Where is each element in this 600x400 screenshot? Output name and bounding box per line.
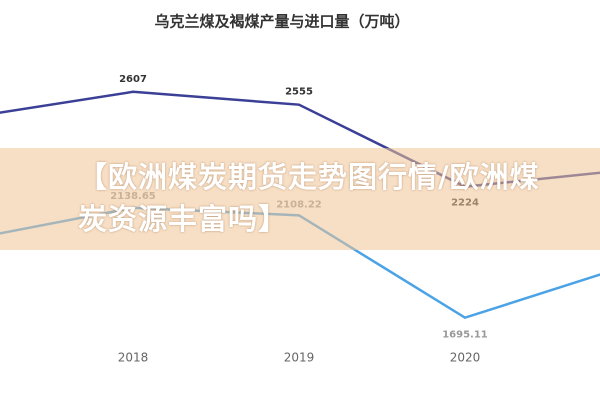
x-tick-label: 2019 [284, 351, 315, 365]
banner-text: 【欧洲煤炭期货走势图行情/欧洲煤炭资源丰富吗】 [78, 160, 540, 236]
chart-title: 乌克兰煤及褐煤产量与进口量（万吨） [154, 13, 409, 31]
x-tick-label: 2018 [118, 351, 149, 365]
x-tick-label: 2020 [450, 351, 481, 365]
data-label: 1695.11 [442, 330, 488, 341]
data-label: 2607 [119, 74, 147, 85]
data-label: 2555 [285, 87, 313, 98]
banner: 【欧洲煤炭期货走势图行情/欧洲煤炭资源丰富吗】 [0, 148, 600, 250]
